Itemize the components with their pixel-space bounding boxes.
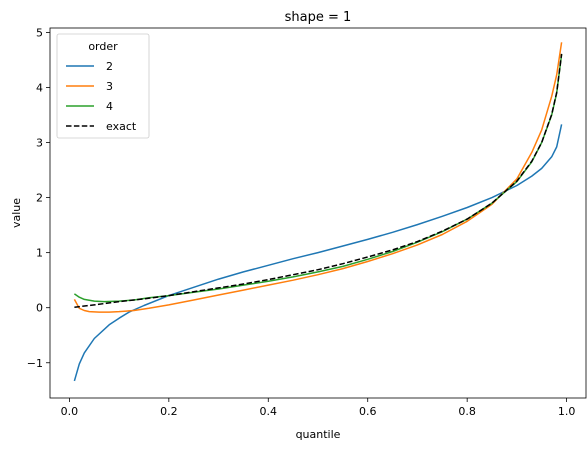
y-tick-label: 4 bbox=[36, 81, 43, 94]
x-axis-label: quantile bbox=[296, 428, 341, 441]
series-layer bbox=[73, 42, 563, 382]
y-tick-label: 1 bbox=[36, 247, 43, 260]
x-axis: 0.0 0.2 0.4 0.6 0.8 1.0 bbox=[61, 398, 576, 418]
legend-label: 2 bbox=[106, 60, 113, 73]
x-tick-label: 0.8 bbox=[458, 405, 476, 418]
y-tick-label: 0 bbox=[36, 302, 43, 315]
x-tick-label: 0.4 bbox=[260, 405, 278, 418]
series-line-exact bbox=[74, 53, 563, 308]
y-tick-label: 5 bbox=[36, 26, 43, 39]
legend-label: 3 bbox=[106, 80, 113, 93]
y-axis-label: value bbox=[10, 198, 23, 228]
legend-title: order bbox=[88, 40, 118, 53]
x-tick-label: 0.6 bbox=[359, 405, 377, 418]
legend: order 2 3 4 exact bbox=[56, 33, 150, 139]
series-line-order-3 bbox=[73, 42, 563, 313]
legend-label: exact bbox=[106, 120, 137, 133]
y-tick-label: 3 bbox=[36, 137, 43, 150]
y-tick-label: −1 bbox=[27, 357, 43, 370]
legend-box bbox=[56, 33, 150, 139]
x-tick-label: 1.0 bbox=[558, 405, 576, 418]
legend-entries: 2 3 4 exact bbox=[66, 60, 137, 133]
x-tick-label: 0.0 bbox=[61, 405, 79, 418]
plot-frame bbox=[49, 27, 587, 399]
chart-title: shape = 1 bbox=[285, 10, 352, 25]
x-tick-label: 0.2 bbox=[160, 405, 178, 418]
series-line-order-2 bbox=[73, 124, 563, 382]
legend-label: 4 bbox=[106, 100, 113, 113]
y-axis: −1 0 1 2 3 4 5 bbox=[27, 26, 50, 370]
y-tick-label: 2 bbox=[36, 192, 43, 205]
